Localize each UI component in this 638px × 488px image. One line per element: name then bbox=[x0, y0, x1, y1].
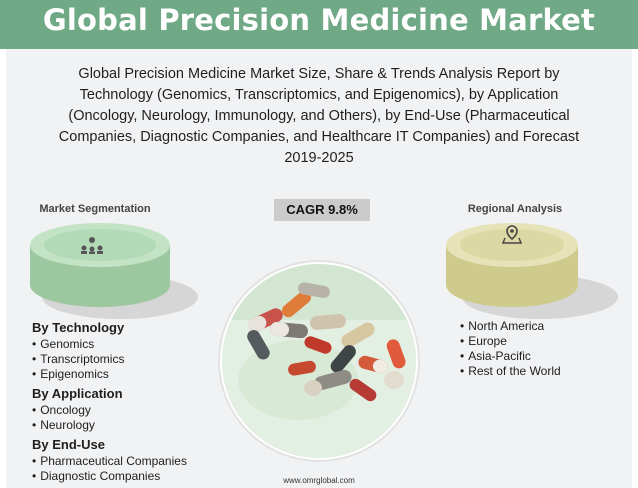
segmentation-disc bbox=[30, 223, 198, 319]
footer-url: www.omrglobal.com bbox=[283, 476, 355, 485]
list-item: Neurology bbox=[32, 418, 187, 433]
report-subtitle: Global Precision Medicine Market Size, S… bbox=[58, 66, 580, 166]
page-title: Global Precision Medicine Market bbox=[42, 3, 596, 37]
application-heading: By Application bbox=[32, 386, 123, 401]
list-item: Genomics bbox=[32, 337, 187, 352]
people-network-icon bbox=[81, 237, 103, 254]
title-banner: Global Precision Medicine Market bbox=[0, 0, 638, 49]
regional-analysis-label: Regional Analysis bbox=[467, 203, 563, 215]
segmentation-list: By Technology Genomics Transcriptomics E… bbox=[32, 316, 187, 484]
list-item: Europe bbox=[460, 334, 561, 349]
technology-heading: By Technology bbox=[32, 320, 125, 335]
list-item: Oncology bbox=[32, 403, 187, 418]
pills-helix-image bbox=[218, 260, 420, 462]
list-item: Transcriptomics bbox=[32, 352, 187, 367]
list-item: Rest of the World bbox=[460, 364, 560, 379]
list-item: Pharmaceutical Companies bbox=[32, 454, 187, 469]
regional-list: North America Europe Asia-Pacific Rest o… bbox=[460, 319, 561, 379]
regional-disc bbox=[446, 223, 618, 319]
cagr-badge: CAGR 9.8% bbox=[274, 199, 370, 221]
list-item: North America bbox=[460, 319, 561, 334]
map-pin-icon bbox=[502, 225, 522, 244]
list-item: Epigenomics bbox=[32, 367, 187, 382]
list-item: Asia-Pacific bbox=[460, 349, 561, 364]
market-segmentation-label: Market Segmentation bbox=[39, 203, 151, 215]
end-use-heading: By End-Use bbox=[32, 437, 105, 452]
list-item: Diagnostic Companies bbox=[32, 469, 187, 484]
